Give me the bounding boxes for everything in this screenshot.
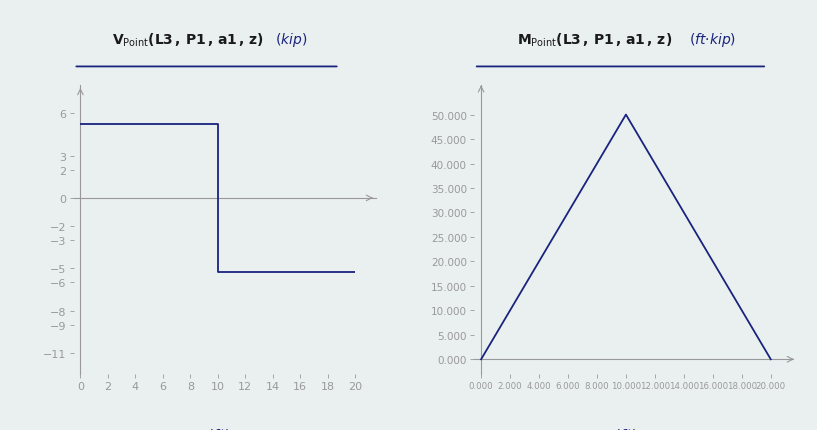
Text: $\mathbf{z}$: $\mathbf{z}$ (190, 426, 200, 430)
Text: $\mathbf{z}$: $\mathbf{z}$ (597, 426, 608, 430)
Text: $\mathbf{V}_{\mathrm{Point}}\mathbf{(L3\,,\,P1\,,\,a1\,,\,z)}$: $\mathbf{V}_{\mathrm{Point}}\mathbf{(L3\… (113, 31, 265, 49)
Text: $(\mathit{ft})$: $(\mathit{ft})$ (207, 426, 230, 430)
Text: $(\mathit{ft})$: $(\mathit{ft})$ (614, 426, 638, 430)
Text: $(\mathit{kip})$: $(\mathit{kip})$ (275, 31, 307, 49)
Text: $\mathbf{M}_{\mathrm{Point}}\mathbf{(L3\,,\,P1\,,\,a1\,,\,z)}$: $\mathbf{M}_{\mathrm{Point}}\mathbf{(L3\… (517, 31, 672, 49)
Text: $(\mathit{ft}{\cdot}\mathit{kip})$: $(\mathit{ft}{\cdot}\mathit{kip})$ (690, 31, 736, 49)
